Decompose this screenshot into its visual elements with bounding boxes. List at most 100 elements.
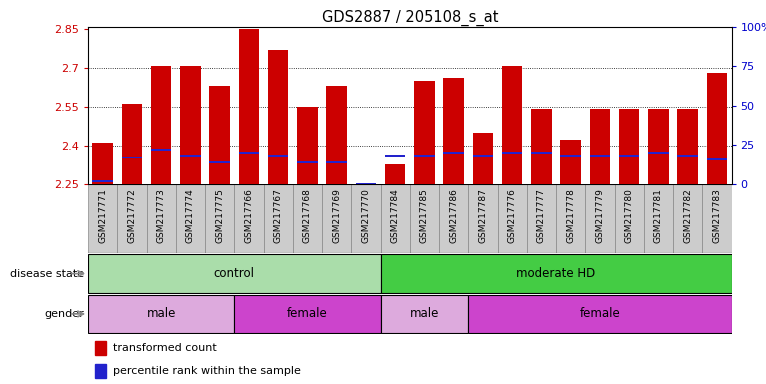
Text: GSM217779: GSM217779 <box>595 188 604 243</box>
Text: GSM217771: GSM217771 <box>98 188 107 243</box>
Bar <box>88 184 117 253</box>
Bar <box>444 78 464 184</box>
Text: GSM217770: GSM217770 <box>362 188 371 243</box>
Bar <box>381 295 468 333</box>
Bar <box>297 107 318 184</box>
Bar <box>619 155 640 157</box>
Bar <box>93 180 113 182</box>
Bar <box>117 184 146 253</box>
Bar <box>151 66 172 184</box>
Bar <box>561 141 581 184</box>
Text: GSM217775: GSM217775 <box>215 188 224 243</box>
Bar <box>619 109 640 184</box>
Bar <box>590 109 611 184</box>
Bar <box>444 152 464 154</box>
Bar <box>94 341 106 355</box>
Bar <box>297 161 318 163</box>
Bar <box>531 152 552 154</box>
Text: GSM217776: GSM217776 <box>508 188 517 243</box>
Bar <box>239 152 259 154</box>
Bar <box>209 161 230 163</box>
Bar <box>643 184 673 253</box>
Text: GSM217777: GSM217777 <box>537 188 546 243</box>
Bar <box>673 184 702 253</box>
Text: GSM217787: GSM217787 <box>479 188 487 243</box>
Bar <box>146 184 176 253</box>
Text: GSM217772: GSM217772 <box>127 188 136 243</box>
Bar <box>352 184 381 253</box>
Bar <box>180 66 201 184</box>
Bar <box>677 155 698 157</box>
Bar <box>702 184 732 253</box>
Bar <box>498 184 527 253</box>
Text: GSM217784: GSM217784 <box>391 188 400 243</box>
Bar <box>648 152 669 154</box>
Bar <box>239 30 259 184</box>
Bar <box>293 184 322 253</box>
Text: female: female <box>287 308 328 320</box>
Bar <box>385 155 405 157</box>
Bar <box>556 184 585 253</box>
Bar <box>527 184 556 253</box>
Bar <box>590 155 611 157</box>
Bar <box>414 81 434 184</box>
Text: disease state: disease state <box>10 268 84 279</box>
Bar <box>326 161 347 163</box>
Bar <box>355 183 376 184</box>
Bar <box>468 184 498 253</box>
Bar <box>561 155 581 157</box>
Bar <box>322 184 352 253</box>
Text: GSM217768: GSM217768 <box>303 188 312 243</box>
Bar <box>385 164 405 184</box>
Bar <box>707 158 727 160</box>
Bar <box>355 184 376 185</box>
Text: GSM217774: GSM217774 <box>186 188 195 243</box>
Bar <box>234 184 264 253</box>
Text: female: female <box>580 308 620 320</box>
Bar <box>648 109 669 184</box>
Bar <box>122 104 142 184</box>
Text: GSM217766: GSM217766 <box>244 188 254 243</box>
Bar <box>410 184 439 253</box>
Text: transformed count: transformed count <box>113 343 216 353</box>
Text: GSM217786: GSM217786 <box>449 188 458 243</box>
Text: GSM217778: GSM217778 <box>566 188 575 243</box>
Text: gender: gender <box>44 309 84 319</box>
Bar <box>88 254 381 293</box>
Text: GSM217780: GSM217780 <box>624 188 633 243</box>
Bar <box>502 66 522 184</box>
Text: moderate HD: moderate HD <box>516 267 596 280</box>
Text: percentile rank within the sample: percentile rank within the sample <box>113 366 300 376</box>
Bar <box>122 157 142 159</box>
Text: male: male <box>410 308 439 320</box>
Bar <box>180 155 201 157</box>
Text: male: male <box>146 308 176 320</box>
Bar <box>381 254 732 293</box>
Bar <box>151 149 172 151</box>
Text: GSM217781: GSM217781 <box>654 188 663 243</box>
Text: GSM217769: GSM217769 <box>332 188 341 243</box>
Bar <box>381 184 410 253</box>
Bar <box>468 295 732 333</box>
Bar <box>531 109 552 184</box>
Title: GDS2887 / 205108_s_at: GDS2887 / 205108_s_at <box>322 9 498 25</box>
Bar <box>473 133 493 184</box>
Bar <box>88 295 234 333</box>
Text: GSM217785: GSM217785 <box>420 188 429 243</box>
Bar <box>94 364 106 377</box>
Text: GSM217782: GSM217782 <box>683 188 692 243</box>
Bar <box>707 73 727 184</box>
Bar <box>502 152 522 154</box>
Bar <box>326 86 347 184</box>
Bar <box>234 295 381 333</box>
Bar <box>677 109 698 184</box>
Text: GSM217767: GSM217767 <box>273 188 283 243</box>
Text: GSM217783: GSM217783 <box>712 188 722 243</box>
Bar <box>585 184 614 253</box>
Bar <box>205 184 234 253</box>
Bar <box>93 143 113 184</box>
Text: control: control <box>214 267 255 280</box>
Bar <box>414 155 434 157</box>
Bar <box>264 184 293 253</box>
Bar <box>268 155 289 157</box>
